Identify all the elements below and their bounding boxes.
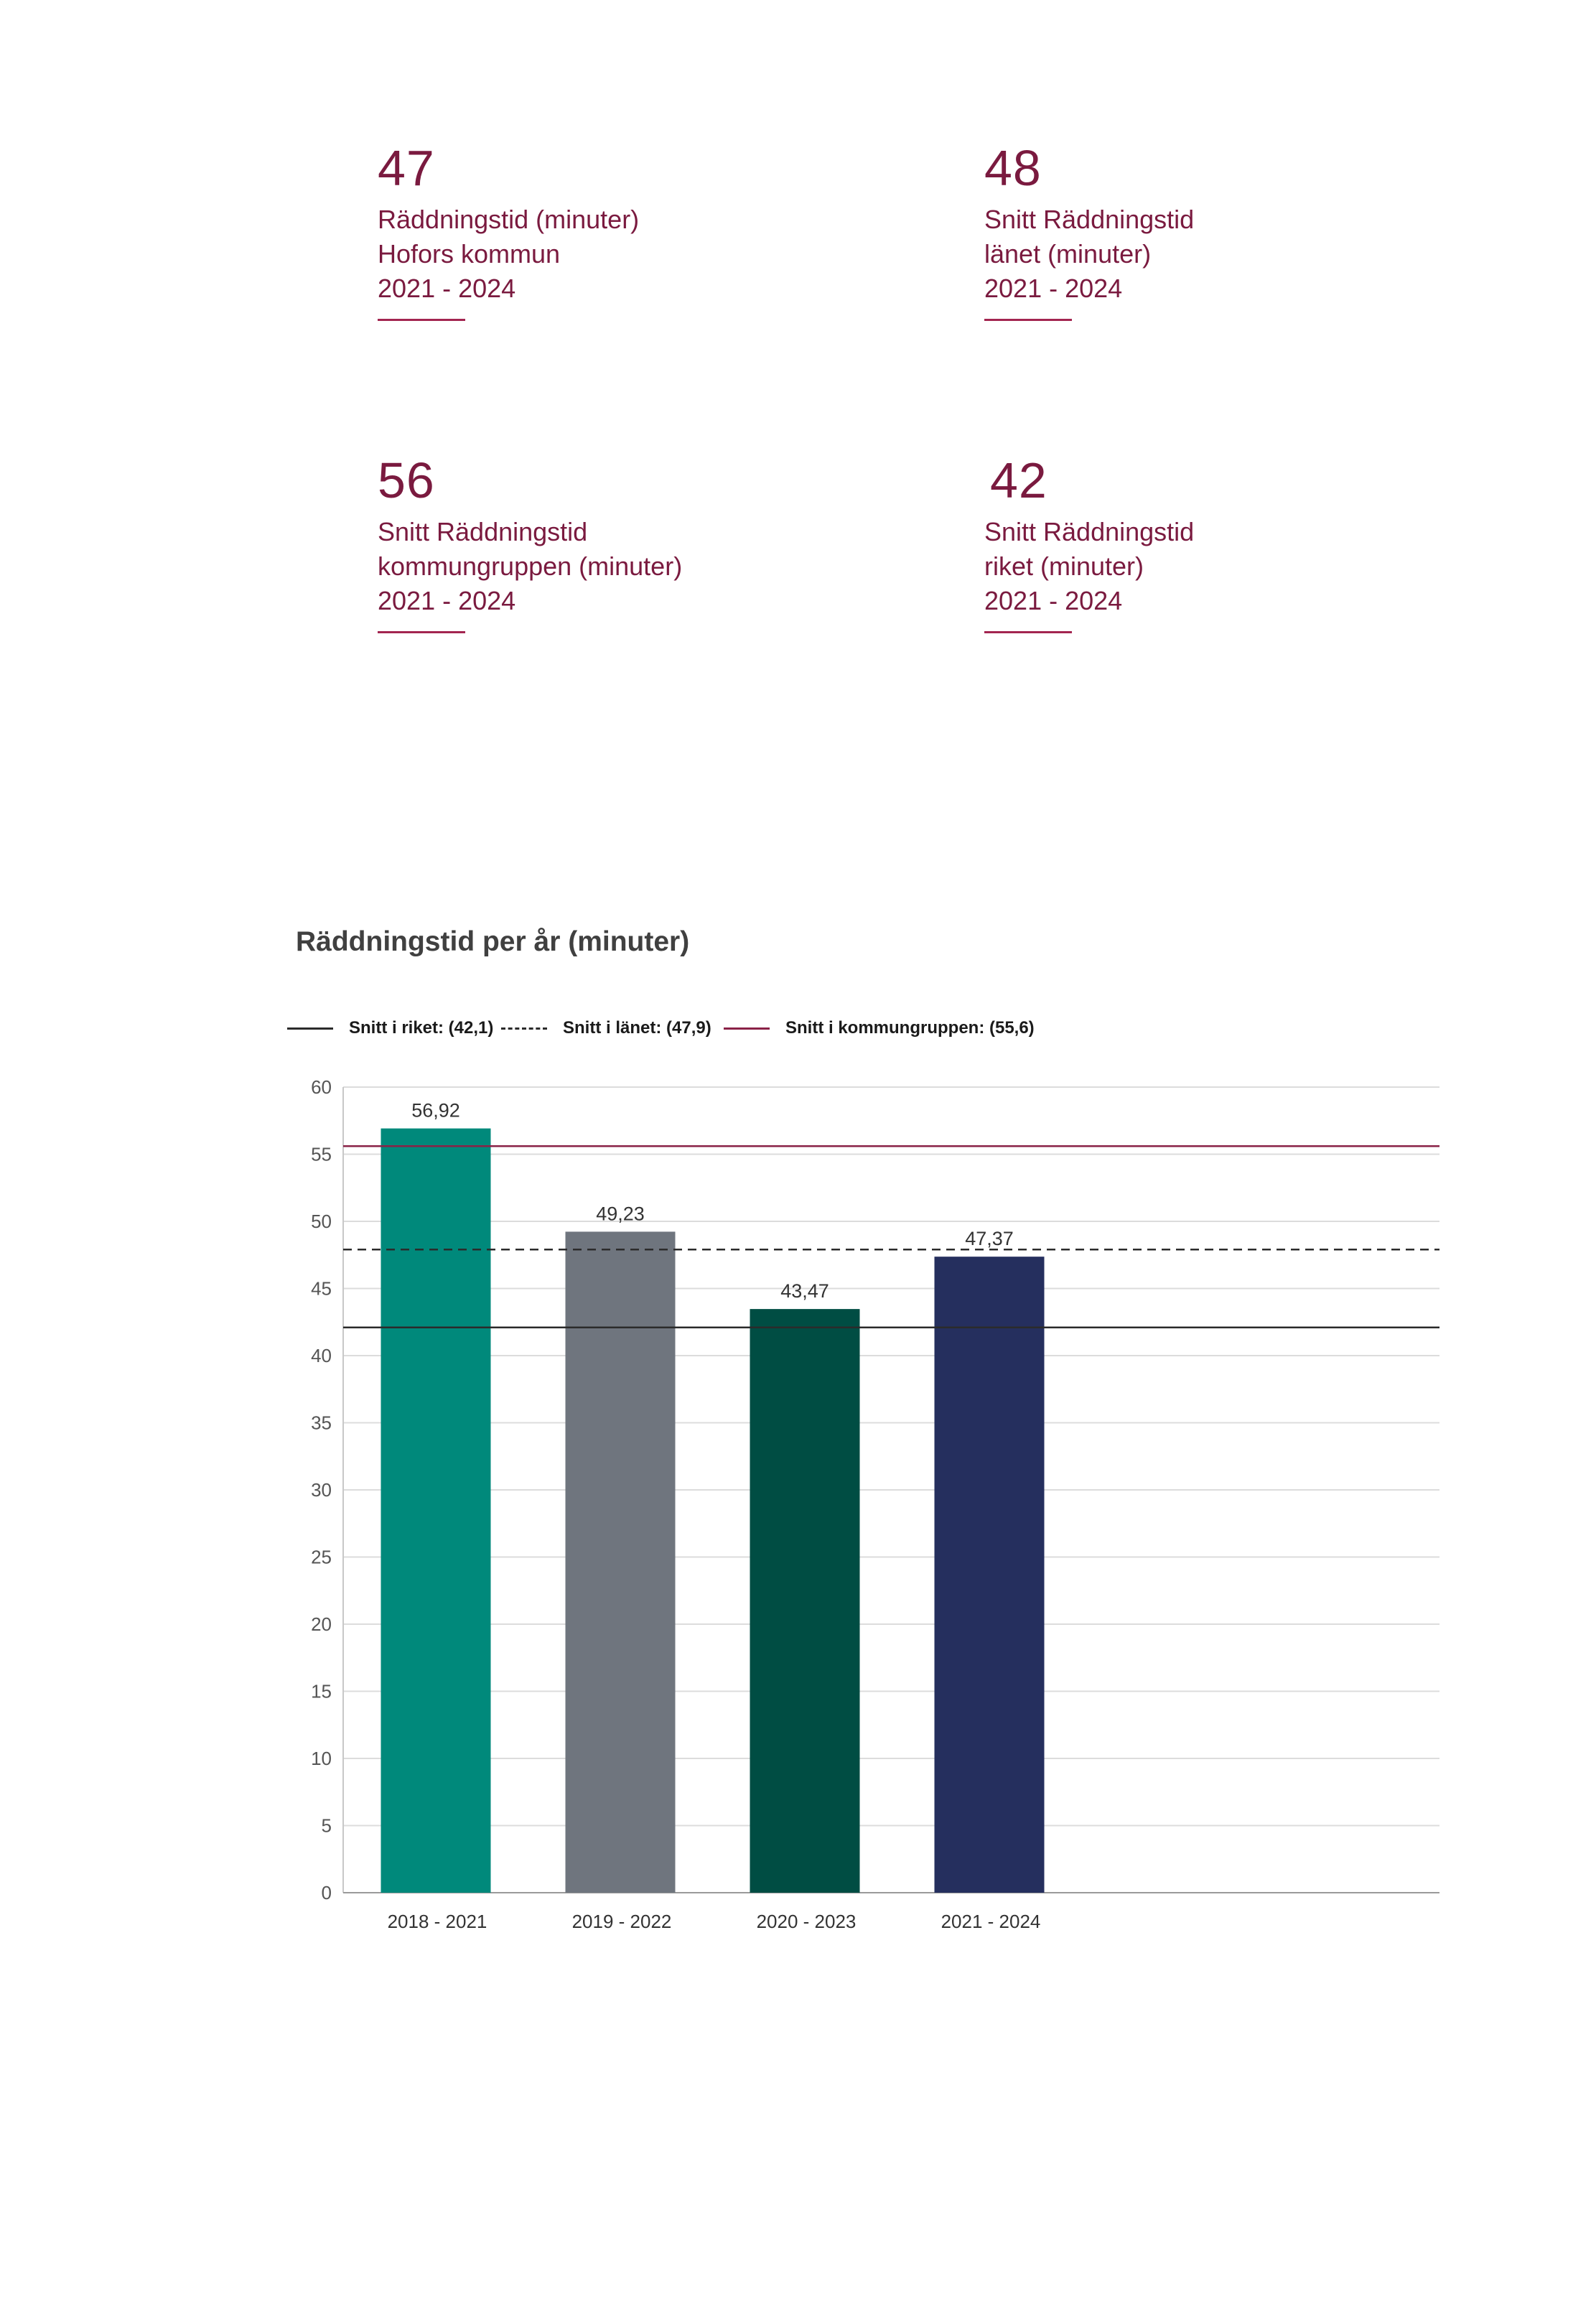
x-tick-label: 2019 - 2022	[572, 1911, 672, 1932]
legend-lanet: Snitt i länet: (47,9)	[501, 1014, 711, 1043]
legend-label: Snitt i riket: (42,1)	[349, 1018, 494, 1038]
kpi-underline	[984, 319, 1072, 321]
y-tick-label: 60	[311, 1076, 332, 1098]
y-tick-label: 45	[311, 1278, 332, 1300]
kpi-label-line: Hofors kommun	[378, 239, 561, 269]
kpi-label-line: Snitt Räddningstid	[378, 517, 588, 546]
legend-kommungruppen: Snitt i kommungruppen: (55,6)	[724, 1014, 1035, 1043]
kpi-underline	[378, 319, 465, 321]
kpi-label-line: Snitt Räddningstid	[984, 517, 1195, 546]
y-tick-label: 5	[322, 1815, 332, 1837]
legend-swatch-solid	[287, 1027, 333, 1030]
y-tick-label: 40	[311, 1345, 332, 1366]
kpi-label-line: 2021 - 2024	[984, 586, 1123, 615]
bar	[934, 1257, 1045, 1893]
bar-value-label: 47,37	[965, 1228, 1014, 1249]
y-tick-label: 0	[322, 1882, 332, 1903]
kpi-kommungruppen: 56 Snitt Räddningstid kommungruppen (min…	[378, 455, 880, 633]
kpi-value: 47	[378, 140, 435, 196]
legend-label: Snitt i länet: (47,9)	[563, 1018, 711, 1038]
x-tick-label: 2020 - 2023	[757, 1911, 857, 1932]
x-tick-label: 2018 - 2021	[388, 1911, 487, 1932]
kpi-label-line: 2021 - 2024	[378, 586, 516, 615]
kpi-label-line: länet (minuter)	[984, 239, 1152, 269]
bar-value-label: 43,47	[780, 1280, 829, 1302]
kpi-lanet: 48 Snitt Räddningstid länet (minuter) 20…	[984, 142, 1487, 321]
kpi-hofors: 47 Räddningstid (minuter) Hofors kommun …	[378, 142, 880, 321]
kpi-underline	[984, 631, 1072, 633]
kpi-value: 56	[378, 452, 435, 508]
bar	[381, 1128, 491, 1893]
y-tick-label: 25	[311, 1547, 332, 1568]
bar	[750, 1309, 860, 1893]
y-tick-label: 10	[311, 1748, 332, 1769]
kpi-value: 48	[984, 140, 1042, 196]
bar	[565, 1231, 676, 1893]
y-tick-label: 50	[311, 1211, 332, 1232]
x-tick-label: 2021 - 2024	[941, 1911, 1041, 1932]
y-tick-label: 15	[311, 1681, 332, 1702]
y-tick-label: 55	[311, 1144, 332, 1165]
chart-title: Räddningstid per år (minuter)	[296, 926, 690, 957]
legend-riket: Snitt i riket: (42,1)	[287, 1014, 493, 1043]
kpi-label-line: kommungruppen (minuter)	[378, 551, 683, 581]
y-tick-label: 20	[311, 1613, 332, 1635]
legend-swatch-dashed	[501, 1027, 547, 1030]
kpi-label-line: 2021 - 2024	[984, 274, 1123, 303]
kpi-label-line: 2021 - 2024	[378, 274, 516, 303]
kpi-value: 42	[990, 452, 1047, 508]
kpi-underline	[378, 631, 465, 633]
bar-value-label: 49,23	[596, 1203, 645, 1224]
kpi-label-line: Räddningstid (minuter)	[378, 205, 640, 234]
kpi-label-line: Snitt Räddningstid	[984, 205, 1195, 234]
kpi-label-line: riket (minuter)	[984, 551, 1144, 581]
kpi-riket: 42 Snitt Räddningstid riket (minuter) 20…	[984, 455, 1487, 633]
bar-value-label: 56,92	[411, 1100, 460, 1122]
y-tick-label: 30	[311, 1479, 332, 1501]
legend-swatch-solid	[724, 1027, 770, 1030]
legend-label: Snitt i kommungruppen: (55,6)	[785, 1018, 1035, 1038]
y-tick-label: 35	[311, 1412, 332, 1434]
